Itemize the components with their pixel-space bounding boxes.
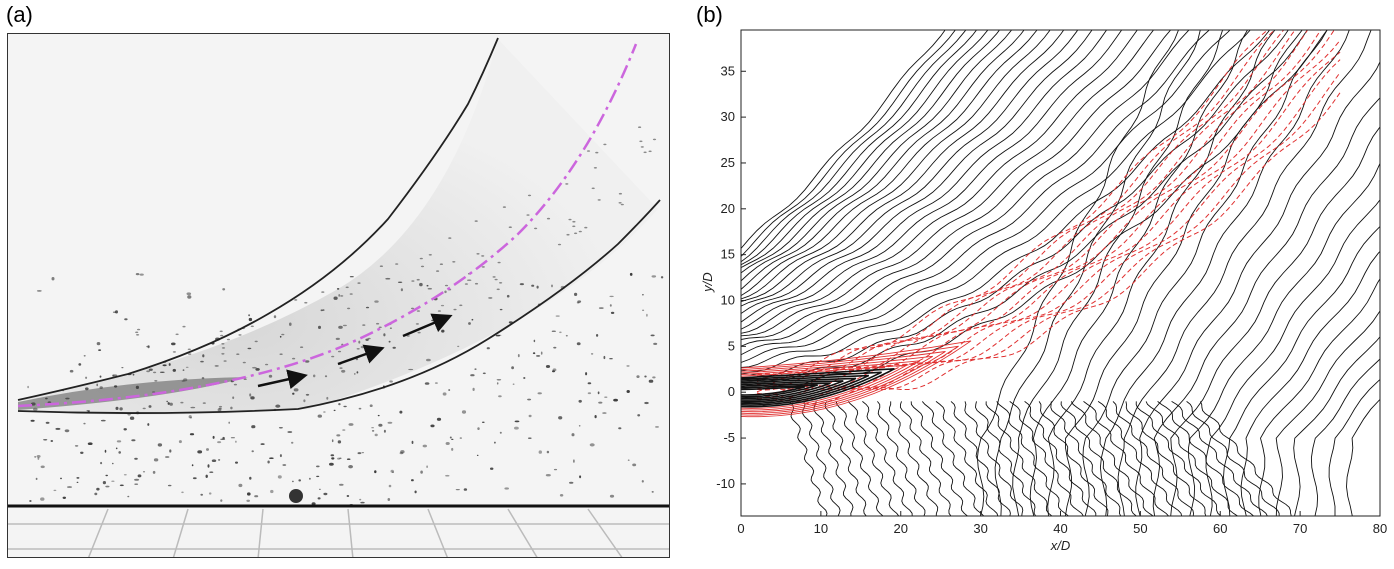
solid-contour — [1206, 30, 1394, 516]
solid-contour — [848, 401, 899, 522]
solid-contour — [741, 20, 1380, 273]
solid-contour — [741, 20, 1380, 248]
solid-contour — [741, 20, 1380, 329]
solid-contour — [825, 401, 873, 522]
solid-contour — [1347, 30, 1394, 516]
photo-drawing — [8, 34, 670, 558]
solid-contour — [862, 401, 912, 522]
y-tick-label: -10 — [716, 476, 735, 491]
x-tick-label: 20 — [894, 521, 908, 536]
solid-contour — [1146, 401, 1244, 522]
x-tick-label: 0 — [737, 521, 744, 536]
solid-contour — [995, 30, 1200, 516]
solid-contour — [1136, 401, 1230, 522]
solid-contour — [741, 20, 1380, 268]
dashed-contour — [757, 73, 1340, 403]
y-tick-label: 35 — [721, 63, 735, 78]
y-tick-label: -5 — [723, 430, 735, 445]
plume-region — [18, 39, 658, 415]
floor-tile-grid — [8, 509, 670, 558]
solid-contour — [741, 20, 1380, 333]
solid-contour — [803, 401, 841, 522]
y-tick-label: 30 — [721, 109, 735, 124]
solid-contour — [936, 401, 998, 522]
solid-contour — [1084, 401, 1170, 522]
dashed-contour — [757, 60, 1340, 401]
solid-contour — [1187, 401, 1283, 522]
panel-a-label: (a) — [6, 2, 33, 28]
solid-contour — [1189, 30, 1394, 516]
solid-contour — [1329, 30, 1394, 516]
y-tick-label: 5 — [728, 338, 735, 353]
solid-contour-lines — [741, 20, 1394, 522]
x-tick-label: 10 — [814, 521, 828, 536]
solid-contour — [836, 401, 886, 522]
solid-contour — [1100, 30, 1349, 516]
solid-contour — [951, 401, 1011, 522]
solid-contour — [741, 20, 1380, 289]
solid-contour — [741, 20, 1380, 363]
solid-contour — [900, 401, 958, 522]
y-tick-label: 15 — [721, 247, 735, 262]
solid-contour — [741, 20, 1380, 257]
y-axis-ticks: -10 -5 0 5 10 15 20 25 30 35 — [716, 63, 746, 491]
x-tick-label: 80 — [1373, 521, 1387, 536]
solid-contour — [741, 20, 1380, 355]
solid-contour — [741, 20, 1380, 306]
x-tick-label: 70 — [1293, 521, 1307, 536]
solid-contour — [741, 20, 1380, 262]
flow-visualization-photo — [7, 33, 670, 558]
x-axis-title: x/D — [1050, 538, 1071, 553]
solid-contour — [1171, 30, 1394, 516]
y-tick-label: 10 — [721, 293, 735, 308]
solid-contour — [741, 20, 1380, 376]
x-axis-ticks: 0 10 20 30 40 50 60 70 80 — [737, 511, 1387, 536]
solid-contour — [1224, 30, 1394, 516]
floor-object — [289, 489, 303, 503]
y-tick-label: 20 — [721, 201, 735, 216]
solid-contour — [1200, 401, 1299, 522]
x-tick-label: 30 — [973, 521, 987, 536]
solid-contour — [911, 401, 973, 522]
solid-contour — [741, 20, 1380, 265]
contour-plot: 0 10 20 30 40 50 60 70 80 -10 -5 0 5 10 15 20 25 30 35 x/… — [700, 20, 1394, 564]
solid-contour — [741, 20, 1380, 371]
solid-contour — [1071, 401, 1158, 522]
y-tick-label: 0 — [728, 384, 735, 399]
solid-contour — [741, 20, 1380, 381]
x-tick-label: 40 — [1053, 521, 1067, 536]
contour-plot-svg: 0 10 20 30 40 50 60 70 80 -10 -5 0 5 10 15 20 25 30 35 x/… — [700, 20, 1394, 564]
x-tick-label: 60 — [1213, 521, 1227, 536]
solid-contour — [922, 401, 985, 522]
solid-contour — [877, 401, 925, 522]
y-axis-title: y/D — [700, 272, 715, 293]
solid-contour — [1241, 30, 1394, 516]
y-tick-label: 25 — [721, 155, 735, 170]
solid-contour — [1294, 30, 1394, 516]
solid-contour — [741, 20, 1380, 367]
solid-contour — [889, 401, 941, 522]
dashed-contour-lines — [757, 20, 1340, 404]
solid-contour — [1098, 401, 1182, 522]
solid-contour — [1259, 30, 1394, 516]
x-tick-label: 50 — [1133, 521, 1147, 536]
